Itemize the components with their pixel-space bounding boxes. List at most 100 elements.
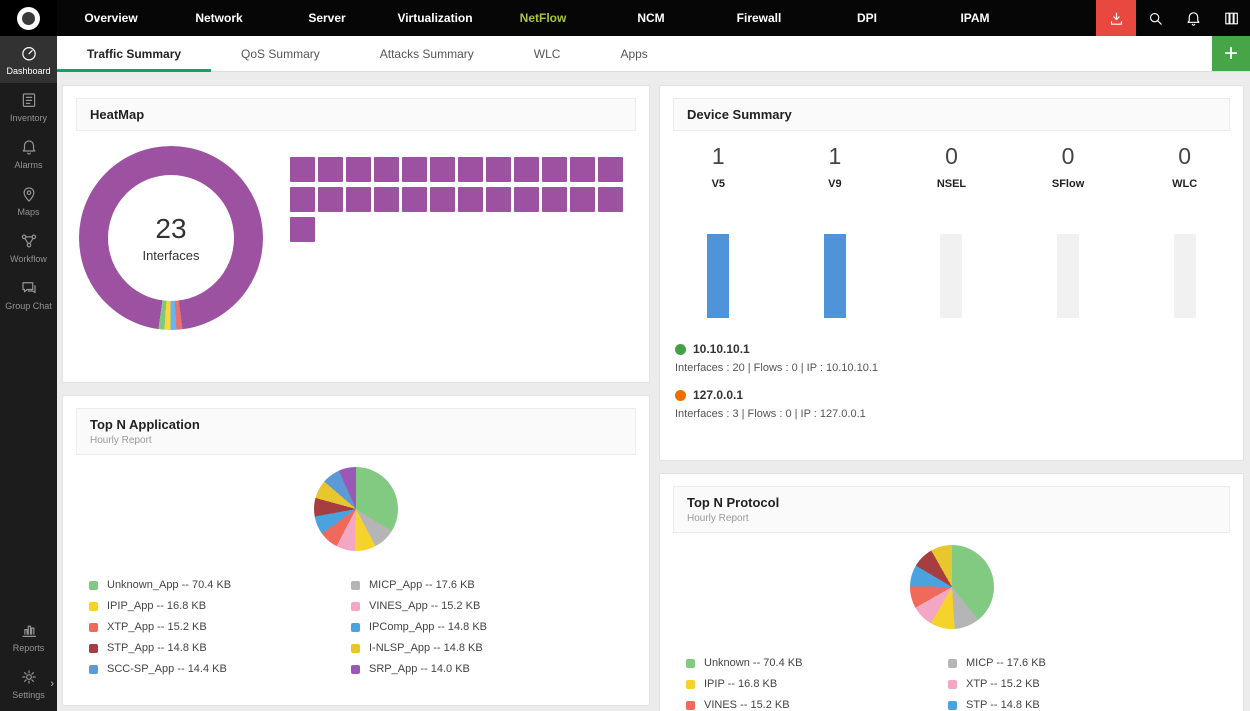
- sidebar-item-settings[interactable]: Settings ›: [0, 660, 57, 707]
- download-button[interactable]: [1096, 0, 1136, 36]
- legend-item[interactable]: MICP_App -- 17.6 KB: [351, 579, 613, 591]
- legend-label: VINES -- 15.2 KB: [704, 699, 790, 711]
- heatmap-cell[interactable]: [542, 157, 567, 182]
- tab-wlc[interactable]: WLC: [533, 46, 561, 61]
- heatmap-cell[interactable]: [486, 187, 511, 212]
- heatmap-cell[interactable]: [374, 157, 399, 182]
- device-details: Interfaces : 3 | Flows : 0 | IP : 127.0.…: [675, 408, 866, 420]
- nav-item-ipam[interactable]: IPAM: [960, 11, 990, 25]
- sidebar-item-maps[interactable]: Maps: [0, 177, 57, 224]
- stat-bar[interactable]: [1173, 234, 1196, 318]
- heatmap-cell[interactable]: [402, 157, 427, 182]
- heatmap-cell[interactable]: [402, 187, 427, 212]
- app-logo[interactable]: [0, 0, 57, 36]
- dashboard-icon: [21, 47, 36, 61]
- legend-item[interactable]: VINES_App -- 15.2 KB: [351, 600, 613, 612]
- sidebar-item-alarms[interactable]: Alarms: [0, 130, 57, 177]
- legend-item[interactable]: STP -- 14.8 KB: [948, 699, 1210, 711]
- columns-button[interactable]: [1212, 0, 1250, 36]
- heatmap-cell[interactable]: [346, 157, 371, 182]
- top-protocol-card-header: Top N Protocol Hourly Report: [673, 486, 1230, 533]
- nav-item-firewall[interactable]: Firewall: [736, 11, 782, 25]
- legend-item[interactable]: Unknown_App -- 70.4 KB: [89, 579, 351, 591]
- legend-swatch: [948, 700, 957, 710]
- sidebar-item-dashboard[interactable]: Dashboard: [0, 36, 57, 83]
- legend-item[interactable]: IPIP_App -- 16.8 KB: [89, 600, 351, 612]
- heatmap-cell[interactable]: [570, 157, 595, 182]
- nav-item-netflow[interactable]: NetFlow: [519, 11, 567, 25]
- heatmap-cell[interactable]: [598, 157, 623, 182]
- logo-icon: [17, 6, 40, 30]
- legend-item[interactable]: XTP_App -- 15.2 KB: [89, 621, 351, 633]
- stat-nsel: 0 NSEL: [893, 143, 1010, 318]
- legend-item[interactable]: STP_App -- 14.8 KB: [89, 642, 351, 654]
- nav-item-server[interactable]: Server: [308, 11, 346, 25]
- heatmap-cell[interactable]: [430, 157, 455, 182]
- legend-swatch: [89, 580, 98, 590]
- nav-item-overview[interactable]: Overview: [84, 11, 138, 25]
- legend-label: SCC-SP_App -- 14.4 KB: [107, 663, 227, 675]
- sidebar-item-group-chat[interactable]: Group Chat: [0, 271, 57, 318]
- heatmap-cell[interactable]: [346, 187, 371, 212]
- heatmap-cell[interactable]: [598, 187, 623, 212]
- nav-item-ncm[interactable]: NCM: [637, 11, 665, 25]
- heatmap-cell[interactable]: [318, 157, 343, 182]
- stat-value: 0: [1061, 143, 1075, 169]
- legend-item[interactable]: SRP_App -- 14.0 KB: [351, 663, 613, 675]
- legend-swatch: [89, 601, 98, 611]
- device-summary-card: Device Summary 1 V5 1 V9 0 NSEL 0 SFlow 0 WLC 10.…: [659, 85, 1244, 461]
- chevron-right-icon[interactable]: ›: [50, 677, 54, 690]
- device-name[interactable]: 127.0.0.1: [693, 388, 744, 402]
- top-protocol-pie-chart[interactable]: [909, 545, 994, 629]
- heatmap-cell[interactable]: [290, 187, 315, 212]
- tab-traffic-summary[interactable]: Traffic Summary: [57, 36, 212, 72]
- tab-attacks-summary[interactable]: Attacks Summary: [379, 46, 474, 61]
- nav-item-network[interactable]: Network: [195, 11, 243, 25]
- device-status-icon: [675, 389, 686, 401]
- legend-item[interactable]: Unknown -- 70.4 KB: [686, 657, 948, 669]
- heatmap-cell[interactable]: [514, 157, 539, 182]
- legend-label: MICP_App -- 17.6 KB: [369, 579, 475, 591]
- stat-bar[interactable]: [707, 234, 730, 318]
- heatmap-cell[interactable]: [570, 187, 595, 212]
- sidebar-item-workflow[interactable]: Workflow: [0, 224, 57, 271]
- heatmap-cell[interactable]: [486, 157, 511, 182]
- legend-item[interactable]: SCC-SP_App -- 14.4 KB: [89, 663, 351, 675]
- heatmap-cell[interactable]: [290, 217, 315, 242]
- legend-swatch: [686, 700, 695, 710]
- sidebar-item-reports[interactable]: Reports: [0, 613, 57, 660]
- top-apps-pie-chart[interactable]: [314, 467, 398, 551]
- device-name[interactable]: 10.10.10.1: [693, 342, 750, 356]
- sidebar: Dashboard Inventory Alarms Maps Workflow Grou…: [0, 0, 57, 711]
- heatmap-cell[interactable]: [542, 187, 567, 212]
- heatmap-cell[interactable]: [458, 187, 483, 212]
- stat-bar[interactable]: [823, 234, 846, 318]
- heatmap-cell[interactable]: [458, 157, 483, 182]
- tab-apps[interactable]: Apps: [620, 46, 648, 61]
- notifications-button[interactable]: [1174, 0, 1212, 36]
- nav-item-virtualization[interactable]: Virtualization: [397, 11, 473, 25]
- legend-label: IPComp_App -- 14.8 KB: [369, 621, 488, 633]
- heatmap-cell[interactable]: [430, 187, 455, 212]
- tab-qos-summary[interactable]: QoS Summary: [241, 46, 320, 61]
- legend-item[interactable]: IPComp_App -- 14.8 KB: [351, 621, 613, 633]
- heatmap-cell[interactable]: [374, 187, 399, 212]
- stat-bar[interactable]: [940, 234, 963, 318]
- nav-item-dpi[interactable]: DPI: [856, 11, 877, 25]
- tabs: Traffic Summary QoS Summary Attacks Summar…: [57, 36, 678, 72]
- add-dashboard-button[interactable]: +: [1212, 36, 1250, 71]
- legend-item[interactable]: I-NLSP_App -- 14.8 KB: [351, 642, 613, 654]
- search-button[interactable]: [1136, 0, 1174, 36]
- heatmap-cell[interactable]: [514, 187, 539, 212]
- legend-item[interactable]: VINES -- 15.2 KB: [686, 699, 948, 711]
- stat-bar[interactable]: [1057, 234, 1080, 318]
- legend-item[interactable]: XTP -- 15.2 KB: [948, 678, 1210, 690]
- interfaces-donut-chart[interactable]: 23 Interfaces: [79, 146, 263, 330]
- top-apps-legend: Unknown_App -- 70.4 KB IPIP_App -- 16.8 K…: [63, 579, 649, 684]
- legend-item[interactable]: MICP -- 17.6 KB: [948, 657, 1210, 669]
- sidebar-item-inventory[interactable]: Inventory: [0, 83, 57, 130]
- heatmap-cell[interactable]: [290, 157, 315, 182]
- legend-label: I-NLSP_App -- 14.8 KB: [369, 642, 483, 654]
- heatmap-cell[interactable]: [318, 187, 343, 212]
- legend-item[interactable]: IPIP -- 16.8 KB: [686, 678, 948, 690]
